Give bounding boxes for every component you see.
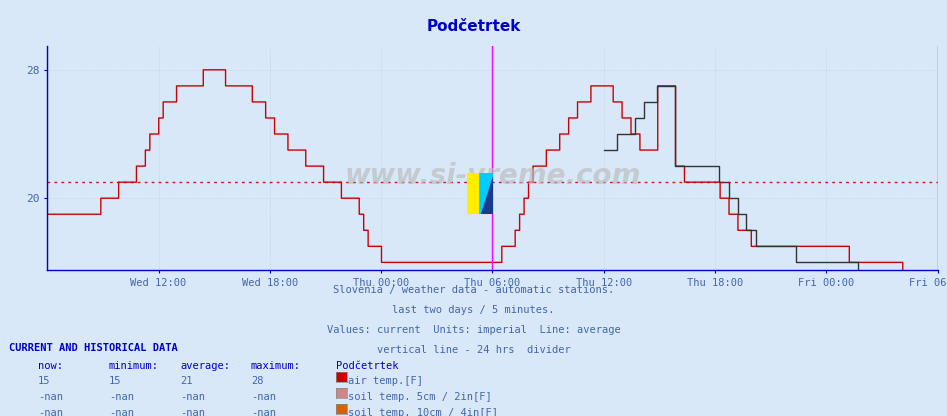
Text: -nan: -nan bbox=[180, 392, 205, 402]
Polygon shape bbox=[480, 173, 493, 214]
Text: Podčetrtek: Podčetrtek bbox=[426, 19, 521, 34]
Text: -nan: -nan bbox=[251, 392, 276, 402]
Text: 21: 21 bbox=[180, 376, 192, 386]
Text: 15: 15 bbox=[38, 376, 50, 386]
Text: Slovenia / weather data - automatic stations.: Slovenia / weather data - automatic stat… bbox=[333, 285, 614, 295]
Text: -nan: -nan bbox=[38, 392, 63, 402]
Text: -nan: -nan bbox=[109, 408, 134, 416]
Polygon shape bbox=[480, 173, 493, 214]
Text: average:: average: bbox=[180, 361, 230, 371]
Text: vertical line - 24 hrs  divider: vertical line - 24 hrs divider bbox=[377, 345, 570, 355]
Text: -nan: -nan bbox=[109, 392, 134, 402]
Text: now:: now: bbox=[38, 361, 63, 371]
Text: last two days / 5 minutes.: last two days / 5 minutes. bbox=[392, 305, 555, 315]
Text: 15: 15 bbox=[109, 376, 121, 386]
Text: soil temp. 10cm / 4in[F]: soil temp. 10cm / 4in[F] bbox=[348, 408, 498, 416]
Text: -nan: -nan bbox=[180, 408, 205, 416]
Text: soil temp. 5cm / 2in[F]: soil temp. 5cm / 2in[F] bbox=[348, 392, 492, 402]
Text: maximum:: maximum: bbox=[251, 361, 301, 371]
Text: -nan: -nan bbox=[38, 408, 63, 416]
Text: Podčetrtek: Podčetrtek bbox=[336, 361, 399, 371]
Text: www.si-vreme.com: www.si-vreme.com bbox=[344, 162, 641, 190]
Text: air temp.[F]: air temp.[F] bbox=[348, 376, 423, 386]
Text: CURRENT AND HISTORICAL DATA: CURRENT AND HISTORICAL DATA bbox=[9, 343, 178, 353]
Text: minimum:: minimum: bbox=[109, 361, 159, 371]
Text: -nan: -nan bbox=[251, 408, 276, 416]
Text: Values: current  Units: imperial  Line: average: Values: current Units: imperial Line: av… bbox=[327, 325, 620, 335]
Text: 28: 28 bbox=[251, 376, 263, 386]
